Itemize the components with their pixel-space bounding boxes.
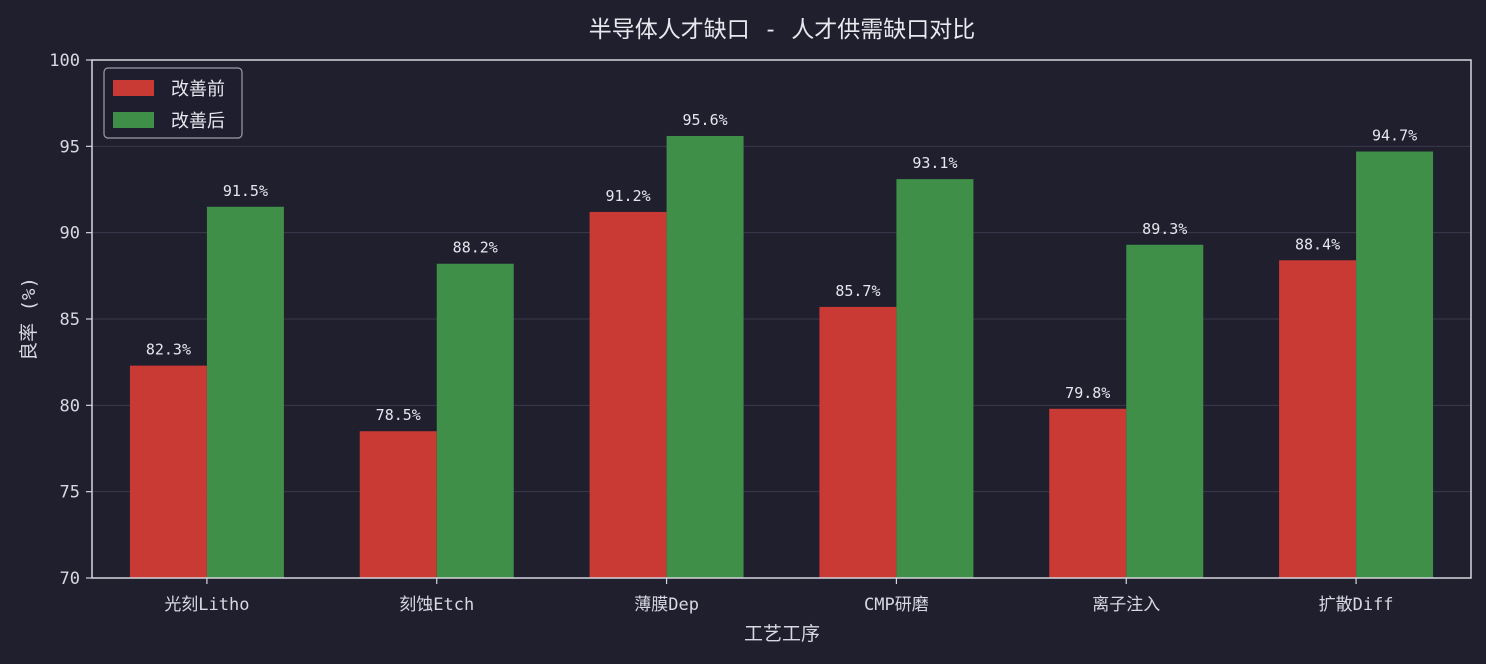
bar-before (359, 431, 437, 578)
bar-after (206, 206, 284, 578)
x-tick-label: 光刻Litho (164, 595, 249, 615)
bar-after (1126, 244, 1204, 578)
y-tick-label: 85 (60, 310, 80, 330)
data-label: 89.3% (1142, 220, 1187, 238)
x-tick-label: 离子注入 (1092, 595, 1160, 615)
bar-before (819, 306, 897, 578)
y-tick-label: 80 (60, 396, 80, 416)
x-tick-label: 扩散Diff (1319, 595, 1394, 615)
y-axis-label: 良率 (%) (18, 277, 40, 361)
y-tick-label: 70 (60, 569, 80, 589)
data-label: 94.7% (1372, 127, 1417, 145)
bar-after (1356, 151, 1434, 578)
data-label: 91.2% (606, 187, 651, 205)
bar-before (1049, 408, 1127, 578)
data-label: 88.2% (453, 239, 498, 257)
data-label: 93.1% (912, 154, 957, 172)
data-label: 82.3% (146, 341, 191, 359)
legend-swatch-after (113, 112, 154, 128)
y-tick-label: 95 (60, 137, 80, 157)
y-tick-label: 75 (60, 483, 80, 503)
data-label: 78.5% (376, 406, 421, 424)
data-label: 91.5% (223, 182, 268, 200)
bar-after (666, 135, 744, 578)
legend-label-after: 改善后 (171, 111, 225, 132)
data-label: 79.8% (1065, 384, 1110, 402)
y-tick-label: 90 (60, 224, 80, 244)
legend-label-before: 改善前 (171, 79, 225, 100)
x-tick-label: 刻蚀Etch (399, 595, 474, 615)
bar-before (589, 211, 667, 579)
grid-lines (92, 145, 1471, 493)
bar-after (436, 263, 514, 578)
y-axis-ticks: 70 75 80 85 90 95 100 (49, 51, 92, 589)
data-label: 88.4% (1295, 235, 1340, 253)
bar-before (129, 365, 207, 578)
data-label: 85.7% (835, 282, 880, 300)
legend-swatch-before (113, 80, 154, 96)
bar-before (1279, 260, 1357, 578)
x-axis-label: 工艺工序 (744, 623, 820, 645)
bar-after (896, 179, 974, 578)
x-axis-ticks: 光刻Litho 刻蚀Etch 薄膜Dep CMP研磨 离子注入 扩散Diff (164, 578, 1394, 615)
data-label: 95.6% (683, 111, 728, 129)
legend: 改善前 改善后 (103, 67, 243, 139)
bars (129, 135, 1434, 579)
data-labels: 82.3% 91.5% 78.5% 88.2% 91.2% 95.6% 85.7% 93.1%… (146, 111, 1417, 424)
x-tick-label: CMP研磨 (864, 595, 929, 615)
chart-title: 半导体人才缺口 - 人才供需缺口对比 (589, 17, 976, 43)
x-tick-label: 薄膜Dep (634, 595, 699, 615)
y-tick-label: 100 (49, 51, 80, 71)
